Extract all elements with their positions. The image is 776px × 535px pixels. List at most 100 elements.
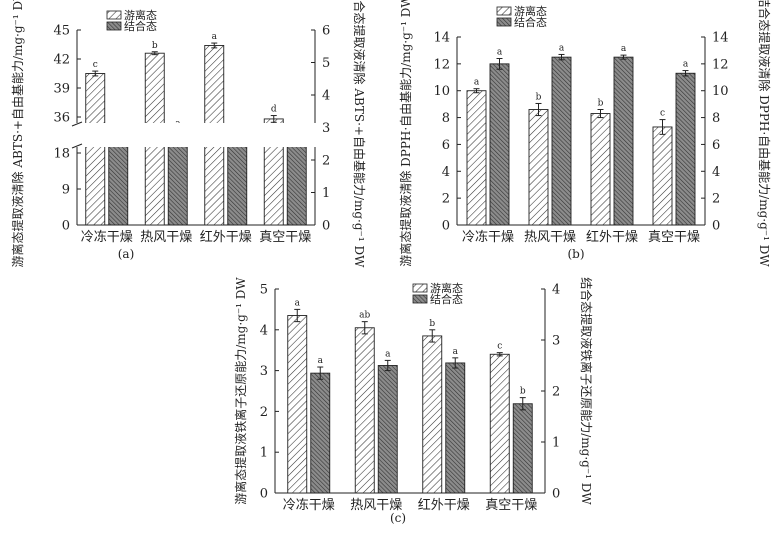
bar-free bbox=[489, 353, 510, 494]
axis-break-mark bbox=[71, 121, 83, 127]
bar-bound bbox=[310, 372, 331, 494]
legend-swatch bbox=[412, 294, 428, 304]
significance-letter: a bbox=[453, 347, 459, 357]
right-axis-title: 结合态提取液清除 DPPH·自由基能力/mg·g⁻¹ DW bbox=[757, 0, 772, 267]
left-tick-label: 1 bbox=[260, 446, 268, 461]
right-tick-label: 2 bbox=[552, 385, 560, 400]
category-label: 热风干燥 bbox=[524, 230, 576, 245]
left-tick-label: 6 bbox=[442, 138, 450, 153]
right-tick-label: 5 bbox=[322, 56, 330, 71]
left-tick-label: 0 bbox=[62, 219, 70, 234]
left-tick-label: 8 bbox=[442, 111, 450, 126]
right-tick-label: 3 bbox=[552, 334, 560, 349]
left-tick-label: 4 bbox=[442, 165, 450, 180]
category-label: 冷冻干燥 bbox=[283, 497, 335, 513]
legend-swatch bbox=[496, 6, 512, 16]
category-label: 真空干燥 bbox=[648, 230, 700, 245]
right-axis-title: 结合态提取液清除 ABTS·+自由基能力/mg·g⁻¹ DW bbox=[352, 0, 367, 268]
bar-bound bbox=[377, 365, 398, 494]
left-axis-title: 游离态提取液清除 DPPH·自由基能力/mg·g⁻¹ DW bbox=[398, 0, 413, 267]
left-tick-label: 5 bbox=[260, 283, 268, 298]
bar-bound bbox=[445, 362, 466, 494]
legend-swatch bbox=[106, 21, 122, 31]
significance-letter: c bbox=[93, 60, 98, 70]
axis-break-gap bbox=[71, 123, 321, 147]
significance-letter: a bbox=[318, 356, 324, 366]
legend-label: 游离态 bbox=[514, 4, 547, 18]
right-tick-label: 4 bbox=[712, 165, 720, 180]
left-tick-label: 14 bbox=[433, 31, 450, 46]
category-label: 冷冻干燥 bbox=[81, 229, 133, 245]
bar-free bbox=[528, 109, 549, 226]
significance-letter: a bbox=[497, 47, 503, 57]
significance-letter: a bbox=[621, 44, 627, 54]
category-label: 红外干燥 bbox=[200, 229, 252, 245]
bar-free bbox=[466, 90, 487, 226]
chart-panel-c: 0 1 2 3 4 5 0 1 2 3 4 游离态提取液铁离子还原能力/mg·g⁻¹ DW 结合态提取液… bbox=[233, 277, 594, 525]
left-tick-label: 0 bbox=[442, 219, 450, 234]
left-tick-label: 2 bbox=[442, 192, 450, 207]
bar-free bbox=[590, 113, 611, 226]
left-tick-label: 18 bbox=[53, 147, 70, 162]
right-tick-label: 4 bbox=[552, 283, 560, 298]
left-tick-label: 10 bbox=[433, 84, 450, 99]
left-tick-label: 2 bbox=[260, 405, 268, 420]
significance-letter: b bbox=[520, 387, 526, 397]
left-tick-label: 36 bbox=[53, 111, 70, 126]
left-tick-label: 4 bbox=[260, 323, 268, 338]
significance-letter: b bbox=[598, 99, 604, 109]
left-tick-label: 39 bbox=[53, 82, 70, 97]
significance-letter: c bbox=[660, 109, 665, 119]
right-tick-label: 2 bbox=[712, 192, 720, 207]
significance-letter: a bbox=[385, 349, 391, 359]
significance-letter: a bbox=[474, 78, 480, 88]
significance-letter: b bbox=[536, 92, 542, 102]
axis-break-mark bbox=[71, 143, 83, 149]
significance-letter: a bbox=[212, 32, 218, 42]
bar-bound bbox=[227, 135, 248, 226]
right-tick-label: 10 bbox=[712, 84, 729, 99]
right-tick-label: 1 bbox=[322, 186, 330, 201]
right-tick-label: 0 bbox=[322, 219, 330, 234]
left-tick-label: 45 bbox=[53, 24, 70, 39]
chart-panel-b: 0 2 4 6 8 10 12 14 0 2 4 6 8 10 12 14 游离态提取液清除 DPPH·自由基能… bbox=[398, 0, 772, 267]
left-axis-title: 游离态提取液清除 ABTS·+自由基能力/mg·g⁻¹ DW bbox=[10, 0, 25, 267]
left-tick-label: 42 bbox=[53, 53, 70, 68]
right-axis-title: 结合态提取液铁离子还原能力/mg·g⁻¹ DW bbox=[579, 277, 594, 505]
significance-letter: a bbox=[559, 43, 565, 53]
right-tick-label: 0 bbox=[552, 487, 560, 502]
significance-letter: b bbox=[152, 41, 158, 51]
right-tick-label: 2 bbox=[322, 154, 330, 169]
bar-bound bbox=[108, 139, 129, 226]
legend-label: 游离态 bbox=[430, 281, 463, 295]
right-tick-label: 6 bbox=[322, 24, 330, 39]
significance-letter: a bbox=[295, 298, 301, 308]
category-label: 红外干燥 bbox=[418, 497, 470, 513]
category-label: 真空干燥 bbox=[485, 498, 537, 513]
right-tick-label: 1 bbox=[552, 436, 560, 451]
right-tick-label: 0 bbox=[712, 219, 720, 234]
bar-free bbox=[287, 315, 308, 494]
significance-letter: b bbox=[429, 319, 435, 329]
significance-letter: c bbox=[497, 342, 502, 352]
right-tick-label: 6 bbox=[712, 138, 720, 153]
right-tick-label: 4 bbox=[322, 89, 330, 104]
category-label: 热风干燥 bbox=[350, 498, 402, 513]
left-tick-label: 3 bbox=[260, 364, 268, 379]
panel-label: (b) bbox=[567, 247, 584, 261]
panel-label: (a) bbox=[118, 247, 135, 261]
left-tick-label: 0 bbox=[260, 487, 268, 502]
category-label: 红外干燥 bbox=[586, 229, 638, 245]
bar-bound bbox=[512, 403, 533, 494]
right-tick-label: 3 bbox=[322, 121, 330, 136]
right-tick-label: 8 bbox=[712, 111, 720, 126]
bar-bound bbox=[551, 56, 572, 226]
legend-swatch bbox=[412, 283, 428, 293]
legend-label: 结合态 bbox=[430, 292, 463, 306]
right-tick-label: 14 bbox=[712, 31, 729, 46]
significance-letter: ab bbox=[359, 311, 370, 321]
bar-bound bbox=[613, 56, 634, 226]
left-tick-label: 12 bbox=[433, 57, 450, 72]
bar-free bbox=[354, 327, 375, 494]
